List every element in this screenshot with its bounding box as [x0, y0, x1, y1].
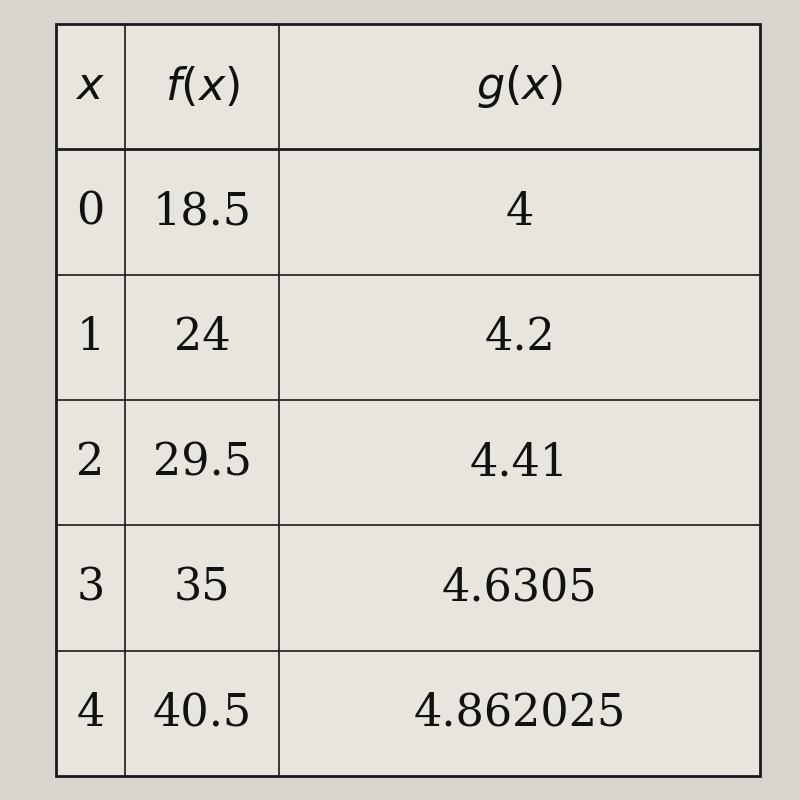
Text: 4: 4: [506, 190, 534, 234]
Text: 0: 0: [76, 190, 105, 234]
Text: 29.5: 29.5: [153, 441, 251, 484]
Text: 2: 2: [76, 441, 105, 484]
Text: 40.5: 40.5: [152, 692, 251, 735]
Text: 1: 1: [76, 316, 105, 359]
Text: 4.41: 4.41: [470, 441, 569, 484]
Text: 4.862025: 4.862025: [414, 692, 626, 735]
Bar: [56, 24, 760, 776]
Text: $f(x)$: $f(x)$: [165, 65, 239, 109]
Text: 4.6305: 4.6305: [442, 566, 598, 610]
Text: 24: 24: [174, 316, 230, 359]
Bar: [56, 24, 760, 776]
Text: $g(x)$: $g(x)$: [476, 63, 563, 110]
Text: 3: 3: [76, 566, 105, 610]
Text: 4: 4: [76, 692, 105, 735]
Text: 18.5: 18.5: [153, 190, 251, 234]
Text: 4.2: 4.2: [484, 316, 555, 359]
Text: 35: 35: [174, 566, 230, 610]
Text: $x$: $x$: [75, 65, 106, 108]
